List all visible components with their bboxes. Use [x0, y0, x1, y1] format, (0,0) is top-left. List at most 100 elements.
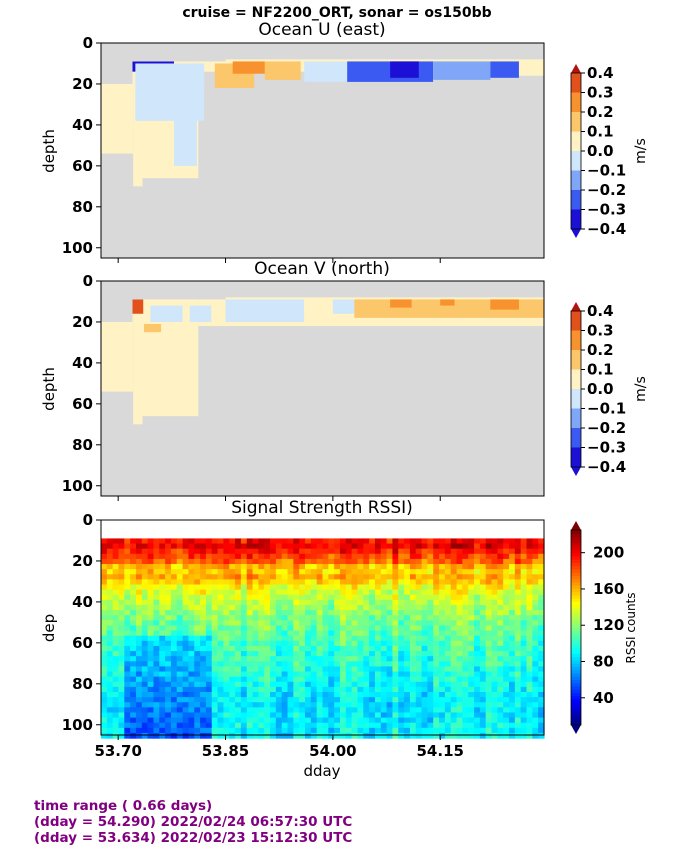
colorbar-tick-label: −0.3: [587, 439, 626, 457]
rssi-cell: [112, 553, 120, 560]
rssi-cell: [462, 656, 469, 662]
rssi-cell: [235, 620, 242, 627]
rssi-cell: [124, 599, 131, 606]
y-tick-label: 0: [83, 511, 93, 529]
rssi-cell: [374, 553, 382, 560]
rssi-cell: [258, 697, 265, 703]
rssi-cell: [345, 686, 353, 693]
rssi-cell: [427, 584, 434, 591]
rssi-cell: [106, 732, 114, 739]
rssi-cell: [188, 589, 195, 596]
rssi-cell: [188, 538, 195, 545]
rssi-cell: [153, 651, 160, 657]
rssi-cell: [538, 584, 545, 591]
rssi-cell: [112, 579, 120, 586]
rssi-cell: [468, 686, 475, 693]
rssi-cell: [141, 630, 149, 637]
rssi-cell: [305, 712, 312, 719]
rssi-cell: [392, 548, 399, 555]
rssi-cell: [205, 610, 213, 616]
rssi-cell: [287, 579, 294, 586]
rssi-cell: [392, 553, 399, 560]
rssi-cell: [345, 697, 353, 703]
rssi-cell: [421, 548, 429, 555]
rssi-cell: [479, 656, 487, 662]
rssi-cell: [252, 604, 259, 611]
rssi-cell: [182, 584, 190, 591]
rssi-cell: [153, 564, 160, 570]
rssi-cell: [194, 543, 201, 550]
rssi-cell: [351, 589, 359, 596]
rssi-cell: [124, 574, 131, 580]
rssi-cell: [369, 697, 376, 703]
rssi-cell: [374, 712, 382, 719]
rssi-cell: [118, 594, 125, 601]
rssi-cell: [159, 630, 166, 637]
rssi-cell: [200, 717, 207, 724]
rssi-cell: [141, 538, 149, 545]
x-tick-label: 53.85: [202, 742, 249, 760]
rssi-cell: [211, 651, 219, 657]
rssi-cell: [509, 686, 516, 693]
rssi-cell: [369, 722, 376, 729]
rssi-cell: [520, 702, 528, 708]
rssi-cell: [165, 702, 172, 708]
rssi-cell: [479, 732, 487, 739]
rssi-cell: [497, 707, 504, 714]
rssi-cell: [520, 620, 528, 627]
rssi-cell: [497, 640, 504, 647]
rssi-cell: [258, 625, 265, 632]
rssi-cell: [398, 697, 405, 703]
rssi-cell: [170, 692, 178, 698]
rssi-cell: [526, 543, 533, 550]
rssi-cell: [392, 584, 399, 591]
rssi-cell: [246, 604, 254, 611]
rssi-cell: [118, 604, 125, 611]
rssi-cell: [538, 620, 545, 627]
rssi-cell: [223, 671, 230, 678]
y-tick-label: 40: [72, 593, 93, 611]
rssi-cell: [334, 604, 341, 611]
rssi-cell: [462, 692, 469, 698]
rssi-cell: [468, 702, 475, 708]
rssi-cell: [258, 630, 265, 637]
rssi-cell: [147, 692, 155, 698]
rssi-cell: [170, 697, 178, 703]
rssi-cell: [526, 645, 533, 652]
rssi-cell: [409, 579, 417, 586]
rssi-cell: [223, 569, 230, 575]
rssi-cell: [322, 707, 329, 714]
rssi-cell: [474, 594, 481, 601]
rssi-cell: [141, 599, 149, 606]
rssi-cell: [316, 697, 324, 703]
rssi-cell: [485, 584, 493, 591]
rssi-cell: [176, 651, 184, 657]
rssi-cell: [211, 594, 219, 601]
rssi-cell: [176, 717, 184, 724]
rssi-cell: [474, 707, 481, 714]
rssi-cell: [398, 656, 405, 662]
rssi-cell: [310, 538, 318, 545]
rssi-cell: [176, 666, 184, 673]
rssi-cell: [305, 686, 312, 693]
rssi-cell: [374, 640, 382, 647]
rssi-cell: [264, 553, 271, 560]
rssi-cell: [491, 697, 498, 703]
rssi-cell: [520, 548, 528, 555]
rssi-cell: [252, 686, 259, 693]
rssi-cell: [246, 666, 254, 673]
rssi-cell: [427, 620, 434, 627]
rssi-cell: [456, 666, 463, 673]
rssi-cell: [153, 538, 160, 545]
rssi-cell: [264, 676, 271, 683]
rssi-cell: [182, 594, 190, 601]
rssi-cell: [200, 594, 207, 601]
rssi-cell: [229, 727, 236, 734]
rssi-cell: [433, 727, 440, 734]
rssi-cell: [293, 635, 300, 642]
rssi-cell: [369, 553, 376, 560]
rssi-cell: [450, 686, 458, 693]
rssi-cell: [421, 727, 429, 734]
rssi-cell: [176, 656, 184, 662]
rssi-cell: [112, 645, 120, 652]
